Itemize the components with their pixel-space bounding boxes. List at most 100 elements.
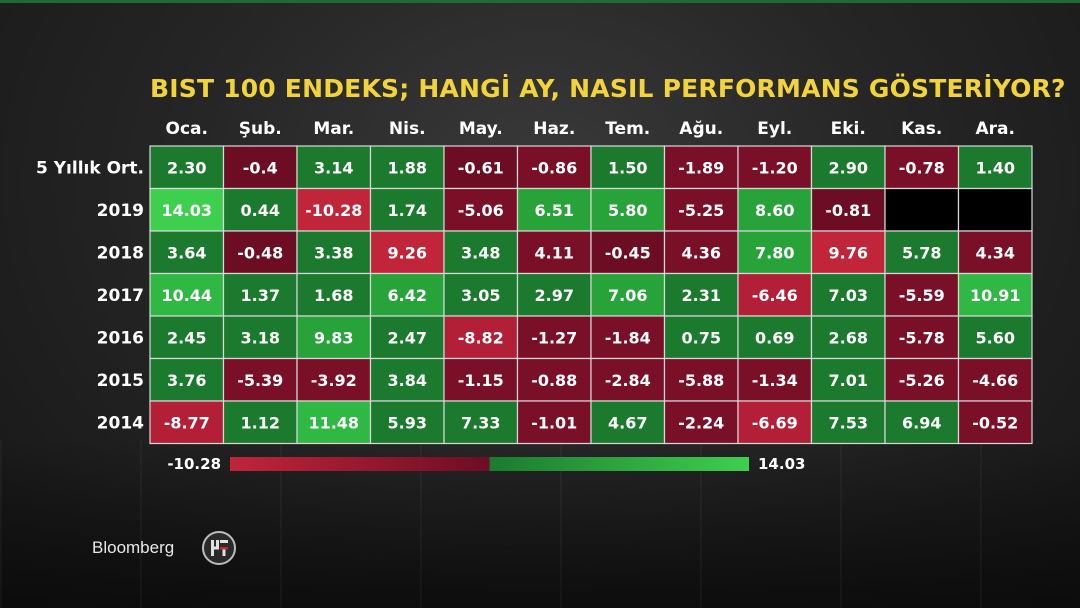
column-header: Nis. [389, 119, 426, 139]
cell-value-label: -3.92 [311, 371, 357, 390]
heatmap-cell [810, 187, 886, 232]
heatmap-cell [369, 400, 445, 445]
cell-value-label: 3.18 [241, 328, 280, 347]
cell-value-label: 2.47 [388, 328, 427, 347]
cell-value-label: 4.34 [976, 243, 1015, 262]
cell-value-label: 2.68 [829, 328, 868, 347]
cell-value-label: 5.78 [902, 243, 941, 262]
cell-value-label: 5.93 [388, 413, 427, 432]
heatmap-cell [149, 315, 225, 360]
heatmap-cell [737, 357, 813, 402]
column-header: Eyl. [757, 119, 792, 139]
cell-value-label: 7.01 [829, 371, 868, 390]
cell-value-label: 2.45 [167, 328, 206, 347]
cell-value-label: 1.40 [976, 158, 1015, 177]
heatmap-cell [296, 315, 372, 360]
heatmap-cell [296, 187, 372, 232]
top-accent-line [0, 0, 1080, 3]
cell-value-label: 7.53 [829, 413, 868, 432]
cell-value-label: 11.48 [308, 413, 359, 432]
heatmap-cell [516, 145, 592, 190]
cell-value-label: 4.11 [535, 243, 574, 262]
heatmap-cell [590, 187, 666, 232]
heatmap-cell [957, 357, 1033, 402]
heatmap-cell [737, 187, 813, 232]
cell-value-label: 6.94 [902, 413, 941, 432]
heatmap-cell [443, 145, 519, 190]
cell-value-label: -1.20 [752, 158, 798, 177]
heatmap-cell [957, 230, 1033, 275]
cell-value-label: 2.97 [535, 286, 574, 305]
heatmap-cell [222, 400, 298, 445]
cell-value-label: 4.67 [608, 413, 647, 432]
row-header: 2014 [97, 413, 144, 433]
heatmap-cell [957, 187, 1033, 232]
row-header: 2019 [97, 201, 144, 221]
cell-value-label: -1.34 [752, 371, 798, 390]
cell-value-label: 1.68 [314, 286, 353, 305]
cell-value-label: -8.77 [164, 413, 210, 432]
cell-value-label: 2.31 [682, 286, 721, 305]
heatmap-cell [810, 230, 886, 275]
cell-value-label: 2.30 [167, 158, 206, 177]
heatmap-cell [222, 187, 298, 232]
heatmap-cell [590, 315, 666, 360]
cell-value-label: 10.44 [161, 286, 212, 305]
chart-title: BIST 100 ENDEKS; HANGİ AY, NASIL PERFORM… [150, 74, 1066, 103]
heatmap-cell [369, 230, 445, 275]
row-header: 2017 [97, 286, 144, 306]
cell-value-label: -10.28 [305, 201, 362, 220]
heatmap-cell [957, 315, 1033, 360]
cell-value-label: 9.76 [829, 243, 868, 262]
cell-value-label: 8.60 [755, 201, 794, 220]
cell-value-label: -2.24 [678, 413, 724, 432]
heatmap-cell [957, 400, 1033, 445]
cell-value-label: 10.91 [970, 286, 1021, 305]
heatmap-cell [222, 145, 298, 190]
column-header: Şub. [239, 119, 282, 139]
cell-value-label: 1.74 [388, 201, 427, 220]
column-header: Haz. [533, 119, 575, 139]
cell-value-label: -1.15 [458, 371, 504, 390]
legend-color-bar [230, 457, 749, 471]
heatmap-cell [590, 357, 666, 402]
row-header: 5 Yıllık Ort. [36, 158, 144, 178]
heatmap-cell [590, 400, 666, 445]
heatmap-cell [957, 272, 1033, 317]
legend-max-label: 14.03 [758, 455, 805, 473]
cell-value-label: 1.50 [608, 158, 647, 177]
column-header: Kas. [901, 119, 942, 139]
cell-value-label: -5.39 [237, 371, 283, 390]
heatmap-cell [296, 230, 372, 275]
column-header: May. [459, 119, 503, 139]
heatmap-cell [663, 187, 739, 232]
cell-value-label: -4.66 [972, 371, 1018, 390]
heatmap-cell [590, 272, 666, 317]
heatmap-cell [369, 315, 445, 360]
heatmap-cell [663, 357, 739, 402]
cell-value-label: 1.12 [241, 413, 280, 432]
cell-value-label: 3.64 [167, 243, 206, 262]
cell-value-label: -5.59 [899, 286, 945, 305]
heatmap-cell [663, 230, 739, 275]
cell-value-label: 6.51 [535, 201, 574, 220]
heatmap-cell [149, 145, 225, 190]
heatmap-cell [222, 357, 298, 402]
column-header: Ağu. [679, 119, 723, 139]
cell-value-label: 5.60 [976, 328, 1015, 347]
cell-value-label: 5.80 [608, 201, 647, 220]
heatmap-cell [296, 400, 372, 445]
heatmap-cell [443, 357, 519, 402]
cell-value-label: -0.88 [531, 371, 577, 390]
column-header: Oca. [166, 119, 208, 139]
heatmap-cell [149, 272, 225, 317]
cell-value-label: 4.36 [682, 243, 721, 262]
cell-value-label: -6.69 [752, 413, 798, 432]
heatmap-cell [296, 145, 372, 190]
heatmap-cell [884, 400, 960, 445]
cell-value-label: -1.89 [678, 158, 724, 177]
heatmap-cell [149, 187, 225, 232]
heatmap-cell [884, 145, 960, 190]
heatmap-cell [149, 230, 225, 275]
